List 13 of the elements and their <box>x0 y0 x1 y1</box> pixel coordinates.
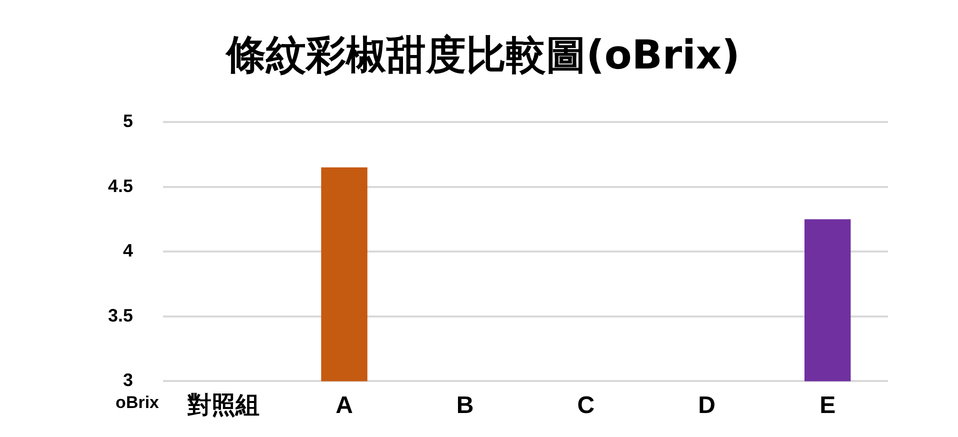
x-tick-label: 對照組 <box>186 392 260 420</box>
y-tick-label: 4 <box>123 240 134 261</box>
x-tick-label: B <box>456 392 474 420</box>
x-tick-label: D <box>698 392 716 420</box>
chart-title: 條紋彩椒甜度比較圖(oBrix) <box>225 32 740 78</box>
y-tick-label: 4.5 <box>108 176 134 196</box>
y-tick-label: 5 <box>123 110 134 131</box>
x-tick-label: A <box>336 392 353 420</box>
x-tick-label: E <box>820 392 836 420</box>
y-tick-label: 3.5 <box>108 305 134 326</box>
y-axis-title: oBrix <box>116 392 160 412</box>
x-tick-label: C <box>577 392 595 420</box>
y-tick-label: 3 <box>123 370 134 390</box>
